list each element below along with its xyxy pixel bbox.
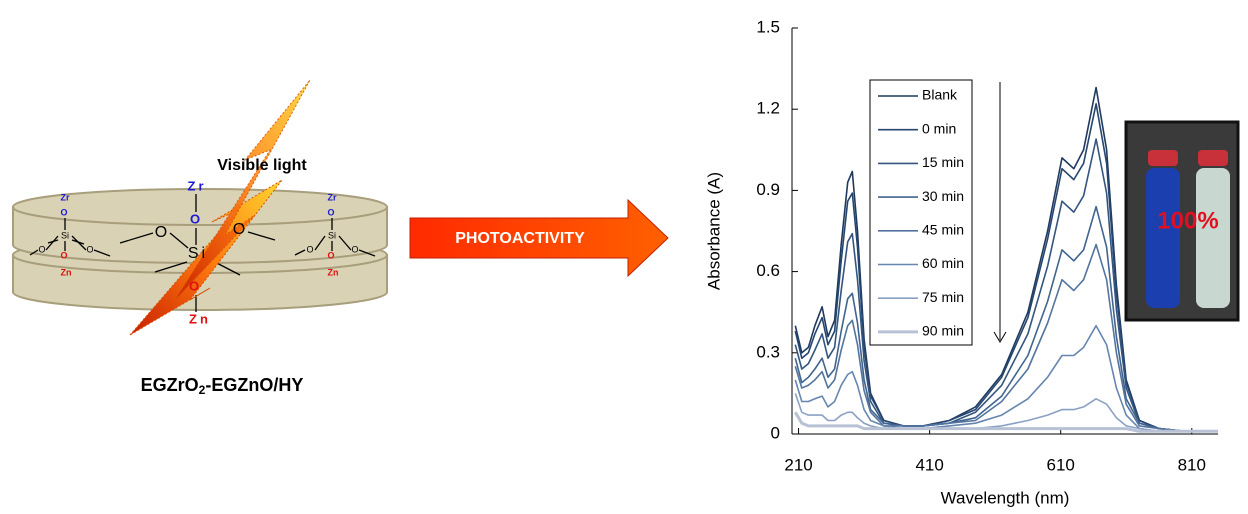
atom: O (306, 244, 313, 254)
x-tick-label: 810 (1178, 455, 1206, 474)
atom: Zn (189, 311, 211, 326)
series-line (794, 324, 1218, 433)
atom: Zr (328, 192, 337, 202)
y-tick-label: 0 (771, 423, 780, 442)
atom: O (351, 244, 358, 254)
trend-arrow-head (993, 331, 1007, 343)
caption-part: -EGZnO/HY (205, 375, 303, 395)
atom: O (60, 250, 67, 260)
y-axis-label: Absorbance (A) (704, 172, 723, 290)
light-label: Visible light (217, 157, 307, 174)
inset-photo: 100% (1124, 120, 1240, 322)
atom: O (86, 244, 93, 254)
inset-label: 100% (1157, 207, 1218, 234)
atom: Zn (328, 267, 339, 277)
atom: Zr (188, 178, 207, 193)
legend-label: 30 min (922, 188, 964, 204)
y-tick-label: 1.5 (756, 17, 780, 36)
legend-label: 15 min (922, 154, 964, 170)
x-tick-label: 610 (1047, 455, 1075, 474)
atom: O (327, 250, 334, 260)
atom: Si (61, 230, 69, 240)
x-tick-label: 410 (915, 455, 943, 474)
molecule-labels: Zr O Si O Zn O O Zr O Si O Zn O O Zr O S… (38, 178, 358, 326)
atom: O (155, 224, 167, 241)
series-line (794, 411, 1218, 433)
legend-label: 90 min (922, 323, 964, 339)
light-bolt (129, 79, 311, 336)
atom: Si (328, 230, 336, 240)
caption-part: EGZrO (141, 375, 199, 395)
caption-sub: 2 (199, 383, 206, 397)
support-discs (12, 188, 388, 311)
legend (869, 79, 973, 346)
caption: EGZrO2-EGZnO/HY (141, 375, 304, 397)
legend-label: 75 min (922, 289, 964, 305)
chart: Wavelength (nm) Absorbance (A) 0 0.3 0.6 0.… (704, 17, 1218, 507)
x-axis-label: Wavelength (nm) (941, 488, 1070, 507)
y-tick-label: 0.6 (756, 261, 780, 280)
atom: Zr (61, 192, 70, 202)
series-line (794, 103, 1218, 433)
y-tick-label: 1.2 (756, 99, 780, 118)
legend-label: 0 min (922, 120, 956, 136)
atom: O (233, 221, 245, 238)
legend-label: 45 min (922, 222, 964, 238)
x-tick-label: 210 (784, 455, 812, 474)
legend-label: 60 min (922, 255, 964, 271)
legend-label: Blank (922, 87, 958, 103)
y-tick-label: 0.3 (756, 342, 780, 361)
atom: Si (188, 245, 208, 262)
series-line (794, 243, 1218, 433)
atom: O (327, 207, 334, 217)
arrow-label: PHOTOACTIVITY (455, 230, 585, 247)
atom: O (38, 244, 45, 254)
arrow (409, 198, 669, 278)
atom: O (60, 207, 67, 217)
atom: O (189, 278, 199, 293)
atom: Zn (61, 267, 72, 277)
y-tick-label: 0.9 (756, 180, 780, 199)
atom: O (190, 211, 200, 226)
